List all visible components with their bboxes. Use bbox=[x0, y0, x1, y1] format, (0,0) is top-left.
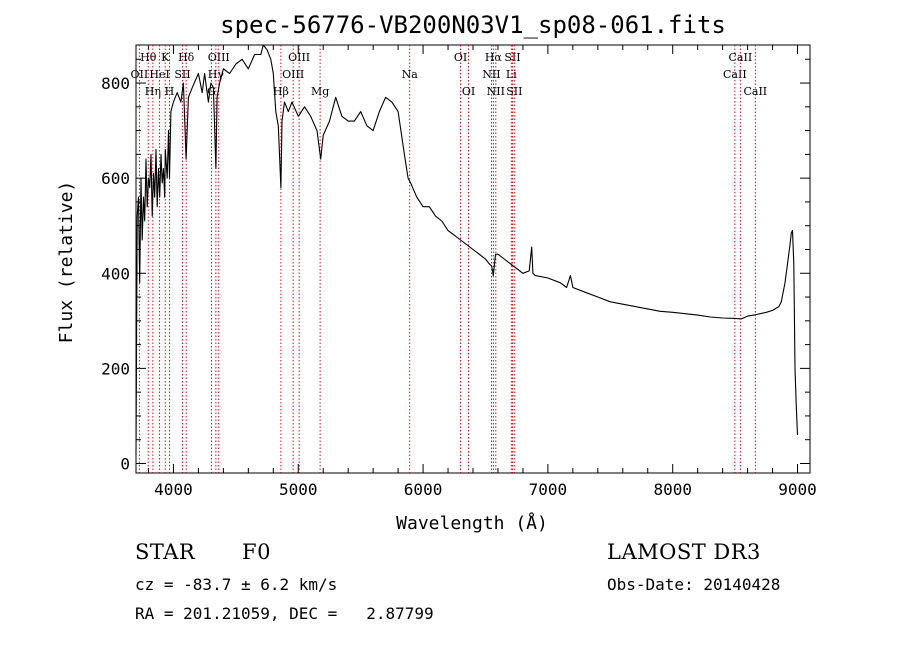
x-tick-label: 7000 bbox=[529, 480, 568, 499]
emission-line-label: CaII bbox=[743, 85, 767, 98]
emission-line-label: OIII bbox=[208, 51, 230, 64]
emission-line-label: OI bbox=[454, 51, 467, 64]
emission-line-label: OIII bbox=[282, 68, 304, 81]
x-tick-label: 6000 bbox=[404, 480, 443, 499]
emission-line-label: CaII bbox=[729, 51, 753, 64]
x-tick-label: 8000 bbox=[653, 480, 692, 499]
emission-line-label: NII bbox=[482, 68, 500, 81]
emission-line-label: Hη bbox=[145, 85, 161, 98]
y-tick-label: 800 bbox=[101, 74, 130, 93]
emission-line-label: OII bbox=[131, 68, 149, 81]
x-tick-label: 4000 bbox=[154, 480, 193, 499]
object-class: STAR bbox=[135, 540, 196, 564]
object-subclass: F0 bbox=[242, 540, 271, 564]
emission-line-label: Na bbox=[402, 68, 419, 81]
emission-line-label: HeI bbox=[149, 68, 169, 81]
emission-line-label: Hθ bbox=[140, 51, 157, 64]
y-tick-label: 0 bbox=[120, 454, 130, 473]
emission-line-label: SII bbox=[504, 51, 520, 64]
emission-line-label: Hβ bbox=[273, 85, 289, 98]
survey-name: LAMOST DR3 bbox=[607, 540, 761, 564]
emission-line-label: CaII bbox=[723, 68, 747, 81]
chart-title: spec-56776-VB200N03V1_sp08-061.fits bbox=[220, 11, 726, 39]
emission-line-label: SII bbox=[174, 68, 190, 81]
emission-line-label: K bbox=[161, 51, 170, 64]
x-tick-label: 5000 bbox=[279, 480, 318, 499]
emission-line-label: G bbox=[207, 85, 216, 98]
x-axis-label: Wavelength (Å) bbox=[396, 512, 548, 534]
plot-frame bbox=[135, 44, 811, 474]
emission-line-label: SII bbox=[506, 85, 522, 98]
spectrum-series-line bbox=[135, 44, 799, 455]
y-tick-label: 600 bbox=[101, 169, 130, 188]
emission-line-label: OI bbox=[462, 85, 475, 98]
emission-line-label: Li bbox=[506, 68, 517, 81]
y-axis-label: Flux (relative) bbox=[56, 181, 77, 344]
coordinates: RA = 201.21059, DEC = 2.87799 bbox=[135, 604, 434, 623]
emission-line-label: H bbox=[165, 85, 175, 98]
y-tick-label: 200 bbox=[101, 359, 130, 378]
emission-line-label: Hδ bbox=[178, 51, 195, 64]
y-tick-label: 400 bbox=[101, 264, 130, 283]
redshift-cz: cz = -83.7 ± 6.2 km/s bbox=[135, 575, 338, 594]
emission-line-label: Hα bbox=[485, 51, 503, 64]
emission-line-label: NII bbox=[487, 85, 505, 98]
x-tick-label: 9000 bbox=[778, 480, 817, 499]
emission-line-label: OIII bbox=[288, 51, 310, 64]
obs-date: Obs-Date: 20140428 bbox=[607, 575, 781, 594]
emission-line-label: Mg bbox=[311, 85, 329, 98]
